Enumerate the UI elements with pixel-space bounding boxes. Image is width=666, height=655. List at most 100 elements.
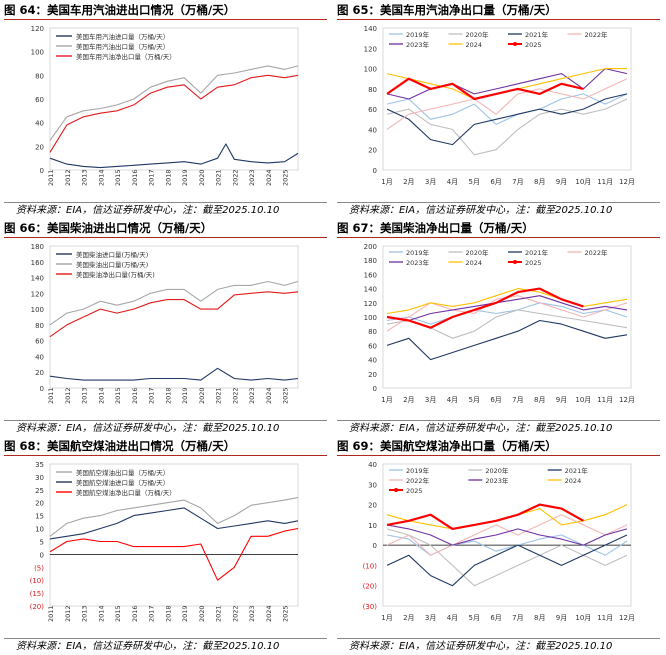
y-tick-label: 20: [35, 369, 44, 377]
x-tick-label: 2月: [403, 396, 414, 404]
chart-fig67: 0 20 40 60 80 100 120 140 160 180 200 1月 2月 3月 4月 5月 6月 7…: [364, 243, 635, 404]
y-tick-label: 140: [364, 286, 377, 294]
series-line: [49, 367, 299, 381]
x-tick-label: 9月: [556, 178, 567, 186]
x-tick-label: 2013: [81, 169, 89, 186]
x-tick-label: 3月: [425, 178, 436, 186]
legend-label: 美国航空煤油净出口量（万桶/天）: [76, 488, 176, 497]
title-rule: [337, 455, 660, 456]
x-tick-label: 9月: [556, 396, 567, 404]
y-tick-label: 40: [368, 126, 377, 134]
y-tick-label: 0: [373, 385, 377, 393]
series-line: [386, 77, 584, 101]
x-tick-label: 2012: [64, 169, 72, 186]
plot-frame: [382, 27, 632, 171]
x-tick-label: 2020: [198, 387, 206, 404]
y-tick-label: 200: [364, 243, 377, 251]
x-tick-label: 3月: [425, 396, 436, 404]
x-tick-label: 2014: [97, 387, 105, 404]
y-tick-label: 0: [373, 167, 377, 175]
source-rule: [337, 638, 660, 639]
series-line: [386, 93, 628, 146]
x-tick-label: 2013: [81, 387, 89, 404]
legend-label: 2019年: [406, 248, 430, 257]
y-tick-label: 60: [35, 96, 44, 104]
x-tick-label: 2024: [265, 605, 273, 622]
x-tick-label: 2月: [403, 178, 414, 186]
chart-title: 图 65：美国车用汽油净出口量（万桶/天）: [337, 3, 557, 17]
x-tick-label: 2月: [403, 614, 414, 622]
x-tick-label: 2016: [131, 605, 139, 622]
x-tick-label: 12月: [619, 396, 635, 404]
series-line: [386, 524, 628, 546]
legend-label: 美国航空煤油出口量（万桶/天）: [76, 468, 169, 477]
y-tick-label: 20: [368, 371, 377, 379]
source-note: 资料来源：EIA，信达证券研发中心，注：截至2025.10.10: [16, 641, 280, 652]
series-line: [386, 68, 628, 100]
x-tick-label: 2019: [181, 169, 189, 186]
y-tick-label: 0: [40, 551, 44, 559]
panel-fig68: 图 68：美国航空煤油进出口情况（万桶/天） (20) (15) (10) (5) 0 5…: [0, 436, 333, 654]
x-tick-label: 2016: [131, 387, 139, 404]
legend-label: 2024: [466, 259, 483, 267]
legend-label: 2022年: [406, 476, 430, 485]
legend-label: 2019年: [406, 466, 430, 475]
y-tick-label: 40: [35, 353, 44, 361]
legend-label: 2022年: [585, 248, 609, 257]
chart-fig69: (30) (20) (10) 0 10 20 30 40 1月 2月 3月 4月 5月 6月 7月 8月 9月 1…: [363, 461, 635, 622]
source-rule: [337, 202, 660, 203]
y-tick-label: 0: [40, 385, 44, 393]
chart-title: 图 64：美国车用汽油进出口情况（万桶/天）: [4, 3, 236, 17]
x-tick-label: 2018: [164, 169, 172, 186]
y-tick-label: 120: [31, 290, 44, 298]
series-line: [386, 98, 628, 156]
series-line: [386, 93, 628, 125]
y-tick-label: 30: [35, 474, 44, 482]
source-rule: [4, 638, 327, 639]
x-tick-label: 3月: [425, 614, 436, 622]
series-line: [386, 514, 628, 556]
title-rule: [4, 19, 327, 20]
series-line: [386, 78, 628, 130]
x-tick-label: 10月: [575, 614, 591, 622]
legend-label: 2024: [466, 41, 483, 49]
plot-frame: [49, 27, 299, 171]
x-tick-label: 2023: [248, 169, 256, 186]
y-tick-label: (10): [363, 562, 378, 570]
series-line: [49, 65, 299, 141]
y-tick-label: 40: [368, 357, 377, 365]
x-tick-label: 2014: [97, 605, 105, 622]
x-tick-label: 6月: [490, 614, 501, 622]
x-tick-label: 1月: [381, 396, 392, 404]
y-tick-label: 20: [35, 500, 44, 508]
legend-label: 美国车用汽油出口量（万桶/天）: [76, 42, 169, 51]
y-tick-label: 80: [368, 328, 377, 336]
x-tick-label: 2017: [148, 605, 156, 622]
chart-fig66: 0 20 40 60 80 100 120 140 160 180 2011 2012 2013 2014…: [31, 243, 299, 404]
series-line: [49, 507, 299, 540]
x-tick-label: 5月: [469, 614, 480, 622]
y-tick-label: 0: [40, 167, 44, 175]
plot-frame: [382, 245, 632, 389]
y-tick-label: (20): [363, 583, 378, 591]
x-tick-label: 2014: [97, 169, 105, 186]
legend-label: 2020年: [485, 466, 509, 475]
source-note: 资料来源：EIA，信达证券研发中心，注：截至2025.10.10: [349, 641, 613, 652]
series-line: [386, 534, 628, 587]
series-line: [386, 319, 628, 361]
plot-frame: [49, 245, 299, 389]
x-tick-label: 2012: [64, 605, 72, 622]
legend-label: 美国航空煤油进口量（万桶/天）: [76, 478, 169, 487]
y-tick-label: (5): [34, 564, 44, 572]
y-tick-label: 80: [35, 322, 44, 330]
y-tick-label: 40: [35, 120, 44, 128]
y-tick-label: 25: [35, 487, 44, 495]
source-note: 资料来源：EIA，信达证券研发中心，注：截至2025.10.10: [349, 423, 613, 434]
title-rule: [4, 455, 327, 456]
panel-fig67: 图 67：美国柴油净出口量（万桶/天） 0 20 40 60 80 100 120 140 16…: [333, 218, 666, 436]
x-tick-label: 8月: [534, 178, 545, 186]
series-line: [386, 503, 584, 531]
x-tick-label: 2017: [148, 387, 156, 404]
chart-title: 图 66：美国柴油进出口情况（万桶/天）: [4, 221, 213, 235]
series-line: [386, 68, 627, 100]
